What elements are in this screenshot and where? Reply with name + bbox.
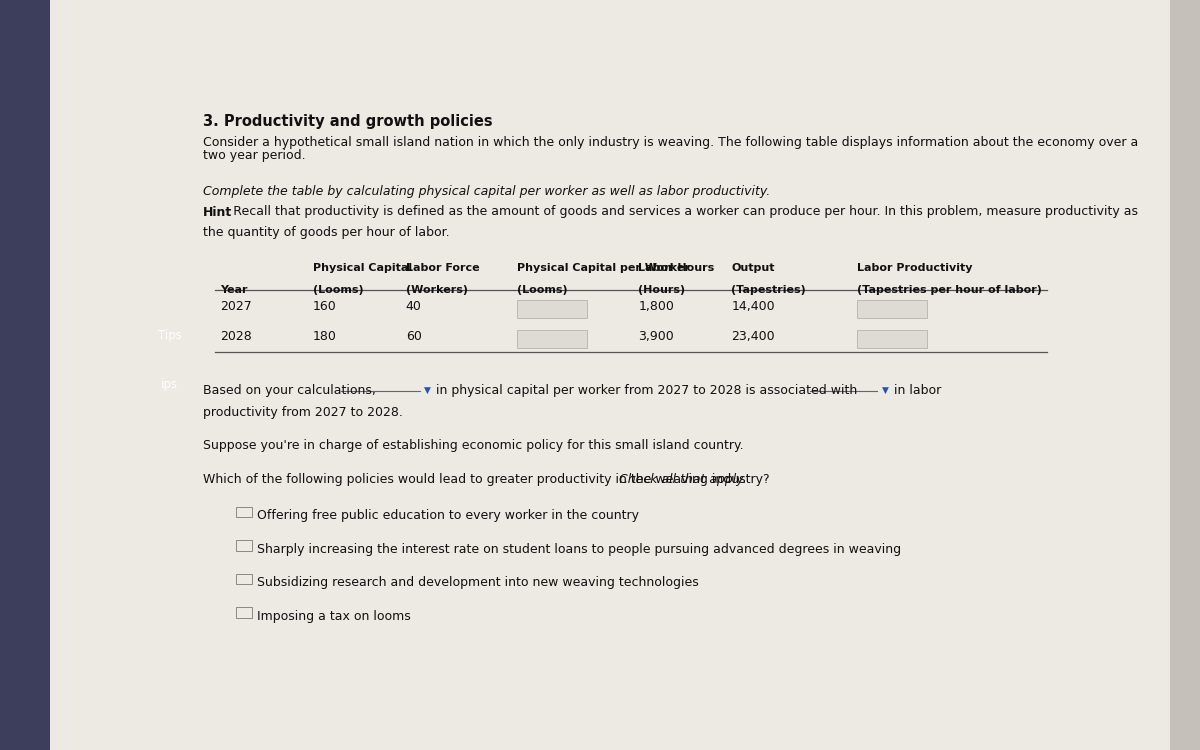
Text: ips: ips: [161, 378, 178, 391]
Text: Tips: Tips: [157, 329, 181, 342]
Text: 160: 160: [313, 300, 336, 313]
Text: 180: 180: [313, 330, 337, 344]
Text: Suppose you're in charge of establishing economic policy for this small island c: Suppose you're in charge of establishing…: [203, 439, 744, 452]
FancyBboxPatch shape: [235, 574, 252, 584]
Text: Based on your calculations,: Based on your calculations,: [203, 384, 376, 397]
Text: : Recall that productivity is defined as the amount of goods and services a work: : Recall that productivity is defined as…: [226, 206, 1139, 218]
Text: ▼: ▼: [882, 386, 889, 394]
FancyBboxPatch shape: [517, 330, 587, 347]
Text: Which of the following policies would lead to greater productivity in the weavin: Which of the following policies would le…: [203, 473, 774, 487]
Text: (Looms): (Looms): [517, 285, 568, 296]
Text: 3. Productivity and growth policies: 3. Productivity and growth policies: [203, 114, 493, 129]
FancyBboxPatch shape: [235, 541, 252, 550]
FancyBboxPatch shape: [235, 507, 252, 518]
Text: 23,400: 23,400: [731, 330, 775, 344]
Text: Subsidizing research and development into new weaving technologies: Subsidizing research and development int…: [257, 576, 698, 590]
Text: 1,800: 1,800: [638, 300, 674, 313]
Text: Labor Force: Labor Force: [406, 263, 479, 273]
Text: Hint: Hint: [203, 206, 233, 218]
Text: Offering free public education to every worker in the country: Offering free public education to every …: [257, 509, 638, 522]
Text: 3,900: 3,900: [638, 330, 674, 344]
Text: 2028: 2028: [220, 330, 252, 344]
Text: (Workers): (Workers): [406, 285, 468, 296]
Text: two year period.: two year period.: [203, 149, 306, 162]
FancyBboxPatch shape: [857, 330, 926, 347]
Text: 40: 40: [406, 300, 421, 313]
Text: Labor Hours: Labor Hours: [638, 263, 714, 273]
Text: (Tapestries per hour of labor): (Tapestries per hour of labor): [857, 285, 1042, 296]
Text: Check all that apply.: Check all that apply.: [619, 473, 746, 487]
Text: (Hours): (Hours): [638, 285, 685, 296]
Text: Output: Output: [731, 263, 775, 273]
FancyBboxPatch shape: [517, 300, 587, 317]
Text: Physical Capital: Physical Capital: [313, 263, 412, 273]
FancyBboxPatch shape: [235, 608, 252, 618]
Text: in labor: in labor: [894, 384, 941, 397]
Text: Labor Productivity: Labor Productivity: [857, 263, 972, 273]
Text: 60: 60: [406, 330, 421, 344]
Text: (Tapestries): (Tapestries): [731, 285, 806, 296]
Text: productivity from 2027 to 2028.: productivity from 2027 to 2028.: [203, 406, 403, 419]
Text: Sharply increasing the interest rate on student loans to people pursuing advance: Sharply increasing the interest rate on …: [257, 543, 901, 556]
Text: Complete the table by calculating physical capital per worker as well as labor p: Complete the table by calculating physic…: [203, 184, 770, 198]
Text: Physical Capital per Worker: Physical Capital per Worker: [517, 263, 690, 273]
FancyBboxPatch shape: [857, 300, 926, 317]
Text: (Looms): (Looms): [313, 285, 364, 296]
Text: Consider a hypothetical small island nation in which the only industry is weavin: Consider a hypothetical small island nat…: [203, 136, 1139, 149]
Text: Year: Year: [220, 285, 247, 296]
Text: 2027: 2027: [220, 300, 252, 313]
Text: the quantity of goods per hour of labor.: the quantity of goods per hour of labor.: [203, 226, 450, 239]
Text: in physical capital per worker from 2027 to 2028 is associated with: in physical capital per worker from 2027…: [437, 384, 858, 397]
Text: ▼: ▼: [425, 386, 431, 394]
Text: 14,400: 14,400: [731, 300, 775, 313]
Text: Imposing a tax on looms: Imposing a tax on looms: [257, 610, 410, 622]
